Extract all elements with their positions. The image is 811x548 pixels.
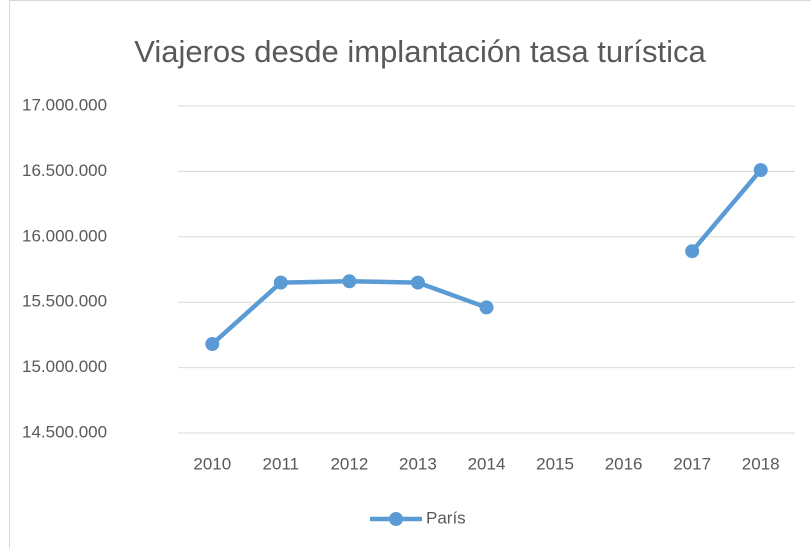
x-tick-label: 2015 [536, 454, 574, 473]
point [479, 300, 494, 315]
x-tick-label: 2018 [742, 454, 780, 473]
chart-border [9, 0, 811, 548]
x-tick-label: 2014 [468, 454, 506, 473]
point [753, 163, 768, 178]
point [410, 275, 425, 290]
y-tick-label: 16.000.000 [22, 226, 107, 245]
point [273, 275, 288, 290]
point [205, 337, 220, 352]
x-tick-label: 2012 [330, 454, 368, 473]
x-tick-label: 2016 [605, 454, 643, 473]
legend-label: París [426, 508, 466, 527]
y-tick-label: 15.000.000 [22, 357, 107, 376]
x-tick-label: 2011 [263, 454, 300, 473]
chart-title: Viajeros desde implantación tasa turísti… [134, 34, 706, 69]
x-tick-label: 2010 [193, 454, 231, 473]
x-tick-label: 2013 [399, 454, 437, 473]
y-tick-label: 15.500.000 [22, 292, 107, 311]
y-tick-label: 17.000.000 [22, 95, 107, 114]
legend-marker [389, 512, 403, 526]
point [342, 274, 357, 289]
y-tick-label: 16.500.000 [22, 161, 107, 180]
point [685, 244, 700, 259]
x-tick-label: 2017 [673, 454, 711, 473]
y-tick-label: 14.500.000 [22, 422, 107, 441]
